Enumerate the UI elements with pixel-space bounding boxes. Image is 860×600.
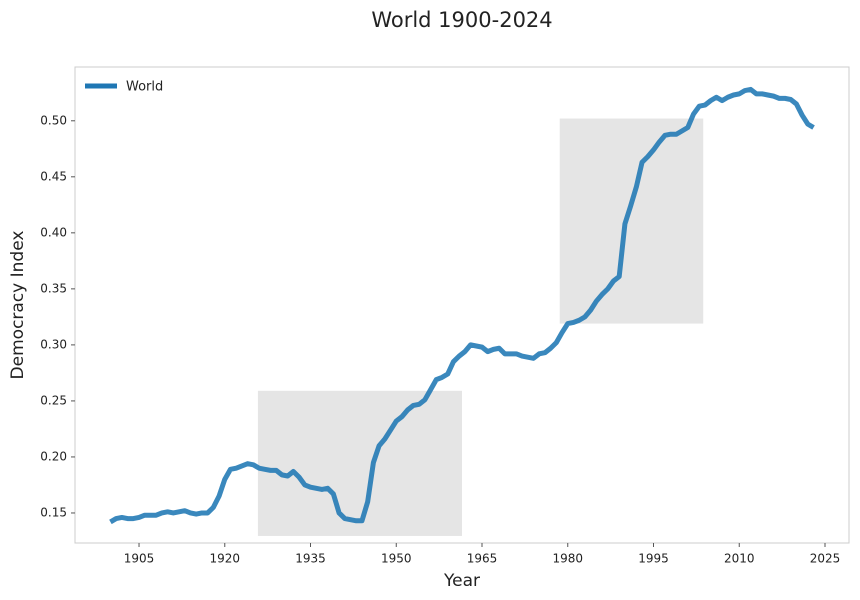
x-axis-label: Year — [443, 571, 480, 591]
shaded-region — [257, 390, 462, 536]
y-axis-label: Democracy Index — [8, 231, 28, 380]
x-tick-label: 1920 — [209, 552, 240, 566]
y-tick-label: 0.45 — [40, 169, 67, 183]
y-tick-label: 0.50 — [40, 113, 67, 127]
x-tick-label: 2025 — [810, 552, 841, 566]
y-tick-label: 0.35 — [40, 281, 67, 295]
x-tick-label: 1995 — [638, 552, 669, 566]
data-line — [109, 86, 815, 525]
x-tick-label: 1950 — [381, 552, 412, 566]
chart-title: World 1900-2024 — [371, 8, 552, 32]
x-tick-label: 1965 — [467, 552, 498, 566]
y-tick-label: 0.15 — [40, 505, 67, 519]
y-tick-label: 0.30 — [40, 337, 67, 351]
plot-frame — [74, 66, 850, 544]
x-tick-label: 1980 — [552, 552, 583, 566]
x-tick-label: 1905 — [124, 552, 155, 566]
y-tick-label: 0.25 — [40, 393, 67, 407]
legend-label: World — [126, 80, 163, 95]
x-tick-label: 1935 — [295, 552, 326, 566]
y-tick-label: 0.20 — [40, 449, 67, 463]
x-tick-label: 2010 — [724, 552, 755, 566]
shaded-region — [559, 118, 704, 324]
y-tick-label: 0.40 — [40, 225, 67, 239]
